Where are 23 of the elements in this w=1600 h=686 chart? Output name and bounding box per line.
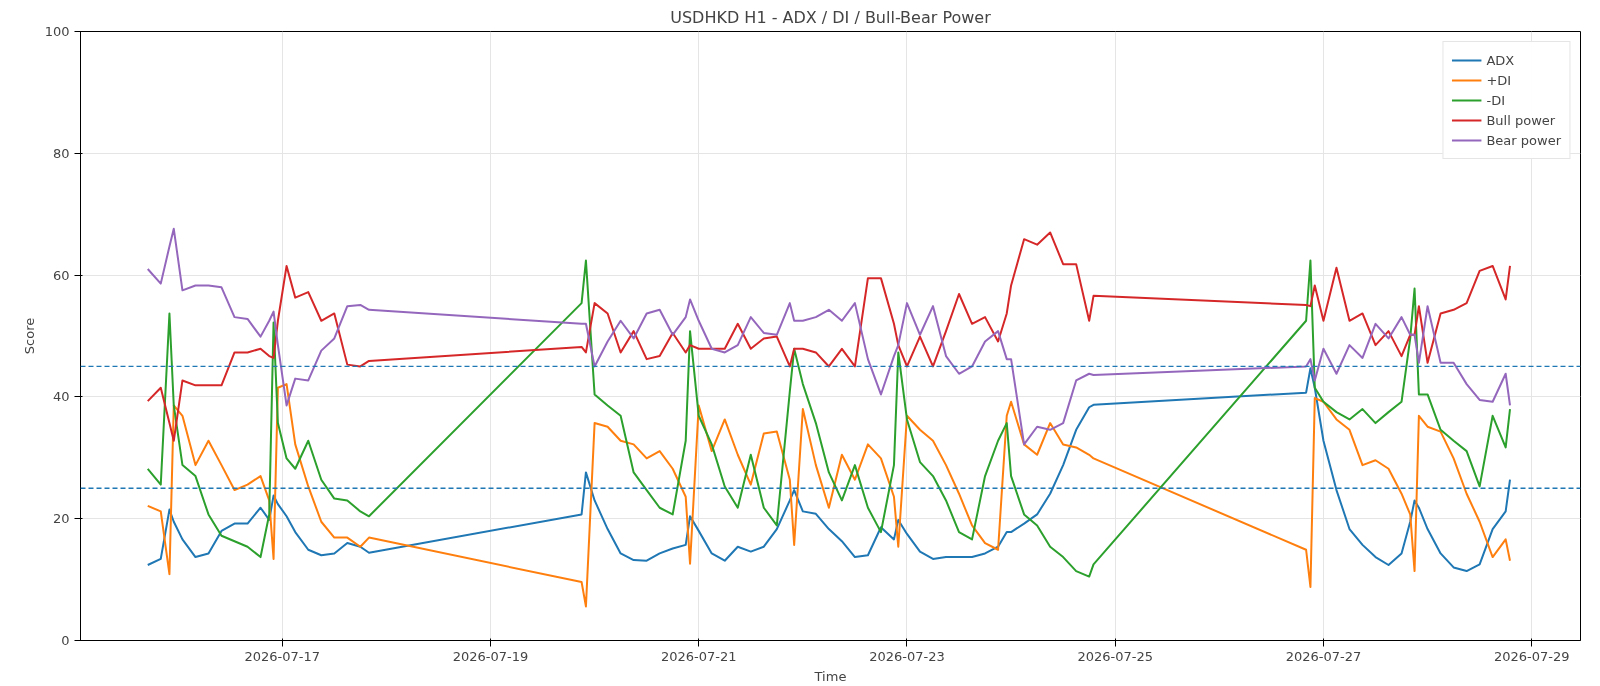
legend-label: -DI [1486, 92, 1506, 108]
legend-label: Bear power [1486, 132, 1561, 148]
x-tick-label: 2026-07-23 [869, 648, 945, 664]
x-tick-label: 2026-07-17 [244, 648, 321, 664]
x-tick-label: 2026-07-21 [660, 648, 737, 664]
y-tick-label: 20 [52, 511, 70, 527]
y-tick-label: 60 [52, 267, 70, 283]
x-tick-label: 2026-07-29 [1493, 648, 1570, 664]
y-tick-label: 0 [61, 633, 70, 648]
x-tick-label: 2026-07-25 [1077, 648, 1153, 664]
y-tick-label: 80 [52, 145, 70, 161]
y-tick-label: 100 [44, 24, 70, 39]
x-tick-label: 2026-07-19 [452, 648, 529, 664]
line-series [146, 383, 1511, 608]
legend-label: +DI [1486, 72, 1512, 88]
y-tick-label: 40 [52, 389, 70, 405]
legend-label: Bull power [1486, 112, 1556, 128]
y-axis-title: Score [21, 317, 37, 355]
x-axis-title: Time [813, 668, 847, 684]
chart-title: USDHKD H1 - ADX / DI / Bull-Bear Power [670, 7, 992, 27]
line-series [146, 259, 1511, 578]
x-tick-label: 2026-07-27 [1285, 648, 1362, 664]
legend-label: ADX [1486, 52, 1515, 68]
